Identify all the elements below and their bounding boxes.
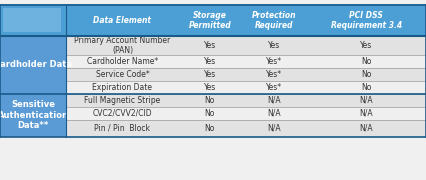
- Text: Full Magnetic Stripe: Full Magnetic Stripe: [84, 96, 161, 105]
- Text: Yes*: Yes*: [266, 57, 282, 66]
- FancyBboxPatch shape: [66, 94, 426, 107]
- FancyBboxPatch shape: [66, 81, 426, 94]
- Text: Pin / Pin  Block: Pin / Pin Block: [95, 124, 150, 133]
- Text: Data Element: Data Element: [93, 16, 152, 25]
- Text: Yes: Yes: [204, 41, 216, 50]
- Text: Protection
Required: Protection Required: [251, 11, 296, 30]
- Text: N/A: N/A: [267, 124, 280, 133]
- Text: N/A: N/A: [360, 109, 373, 118]
- Text: Cardholder Name*: Cardholder Name*: [87, 57, 158, 66]
- Text: N/A: N/A: [360, 96, 373, 105]
- Text: PCI DSS
Requirement 3.4: PCI DSS Requirement 3.4: [331, 11, 402, 30]
- Text: Yes: Yes: [204, 83, 216, 92]
- FancyBboxPatch shape: [66, 55, 426, 68]
- Text: No: No: [204, 109, 215, 118]
- Text: No: No: [204, 96, 215, 105]
- Text: Service Code*: Service Code*: [95, 70, 150, 79]
- Text: Yes: Yes: [204, 57, 216, 66]
- FancyBboxPatch shape: [3, 8, 61, 32]
- FancyBboxPatch shape: [0, 4, 426, 137]
- FancyBboxPatch shape: [66, 107, 426, 120]
- Text: Yes: Yes: [268, 41, 280, 50]
- FancyBboxPatch shape: [66, 68, 426, 81]
- Text: Sensitive
Authentication
Data**: Sensitive Authentication Data**: [0, 100, 69, 130]
- Text: Yes*: Yes*: [266, 83, 282, 92]
- Text: Expiration Date: Expiration Date: [92, 83, 153, 92]
- Text: Cardholder Data: Cardholder Data: [0, 60, 72, 69]
- FancyBboxPatch shape: [66, 36, 426, 55]
- Text: No: No: [204, 124, 215, 133]
- Text: No: No: [361, 57, 371, 66]
- FancyBboxPatch shape: [66, 120, 426, 137]
- Text: N/A: N/A: [360, 124, 373, 133]
- FancyBboxPatch shape: [0, 94, 66, 137]
- FancyBboxPatch shape: [0, 4, 426, 36]
- Text: Yes: Yes: [204, 70, 216, 79]
- Text: No: No: [361, 83, 371, 92]
- Text: Primary Account Number
(PAN): Primary Account Number (PAN): [75, 36, 170, 55]
- Text: Storage
Permitted: Storage Permitted: [188, 11, 231, 30]
- Text: CVC2/CVV2/CID: CVC2/CVV2/CID: [93, 109, 152, 118]
- Text: N/A: N/A: [267, 109, 280, 118]
- Text: Yes*: Yes*: [266, 70, 282, 79]
- Text: Yes: Yes: [360, 41, 372, 50]
- FancyBboxPatch shape: [0, 36, 66, 94]
- Text: No: No: [361, 70, 371, 79]
- Text: N/A: N/A: [267, 96, 280, 105]
